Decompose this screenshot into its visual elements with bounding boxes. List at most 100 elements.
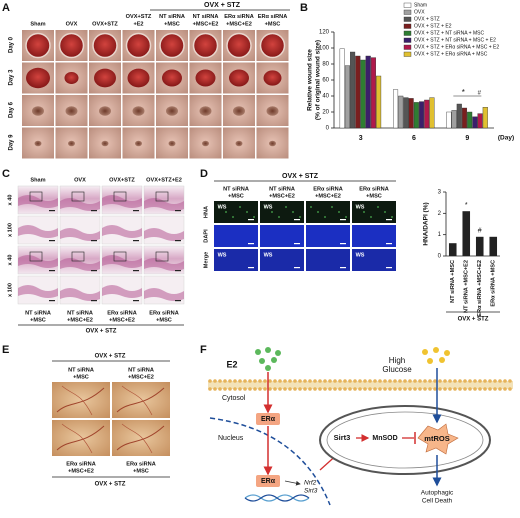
- scale-bar: [294, 267, 300, 269]
- annotation: *: [462, 88, 465, 97]
- column-label: NT siRNA: [128, 367, 154, 373]
- bar: [475, 236, 484, 256]
- legend-label: OVX + STZ + ERα siRNA + MSC: [414, 51, 488, 57]
- fluorescence-image: [352, 225, 396, 247]
- wound-ring: [58, 32, 85, 59]
- bar: [413, 102, 419, 129]
- column-label: OVX+STZ+E2: [146, 177, 182, 183]
- bar: [429, 97, 435, 129]
- lipid-head: [498, 387, 502, 391]
- hna-signal: [285, 206, 287, 208]
- lipid-head: [243, 387, 247, 391]
- lipid-head: [278, 379, 282, 383]
- lipid-head: [218, 387, 222, 391]
- wound: [162, 69, 182, 87]
- compartment-label: Cytosol: [222, 395, 246, 402]
- lipid-head: [318, 379, 322, 383]
- wound: [168, 140, 176, 147]
- bar: [456, 103, 462, 129]
- row-label: Day 9: [9, 134, 15, 151]
- bar: [467, 111, 473, 129]
- lipid-head: [263, 379, 267, 383]
- glucose-label: Glucose: [382, 365, 412, 374]
- fluorescence-image: [214, 201, 258, 223]
- wound-ring: [125, 32, 152, 59]
- lipid-head: [308, 379, 312, 383]
- fluorescence-image: [214, 225, 258, 247]
- bar: [472, 116, 478, 129]
- lipid-head: [258, 387, 262, 391]
- lipid-head: [348, 379, 352, 383]
- lipid-head: [408, 387, 412, 391]
- lipid-head: [273, 387, 277, 391]
- x-axis-label: (Day): [498, 135, 514, 142]
- y-tick-label: 80: [322, 62, 329, 68]
- lipid-head: [333, 379, 337, 383]
- lipid-head: [223, 387, 227, 391]
- lipid-head: [278, 387, 282, 391]
- lipid-head: [393, 387, 397, 391]
- lipid-head: [208, 387, 212, 391]
- blood-vessel: [121, 423, 153, 454]
- zoom-box: [155, 251, 169, 262]
- column-label: +MSC: [156, 317, 172, 323]
- fluorescence-image: [352, 249, 396, 271]
- column-label: +MSC: [228, 193, 244, 199]
- lipid-head: [428, 379, 432, 383]
- lipid-head: [353, 379, 357, 383]
- lipid-head: [508, 387, 512, 391]
- y-tick-label: 2: [438, 211, 442, 217]
- receptor-box: [256, 475, 280, 487]
- column-label: +MSC: [73, 374, 89, 380]
- lipid-head: [248, 379, 252, 383]
- lipid-head: [293, 387, 297, 391]
- lipid-head: [343, 379, 347, 383]
- hna-signal: [370, 216, 372, 218]
- hna-signal: [384, 211, 386, 213]
- lipid-head: [463, 387, 467, 391]
- tissue-layer: [18, 225, 58, 238]
- zoom-box: [29, 191, 43, 202]
- hna-signal: [271, 211, 273, 213]
- lipid-head: [248, 387, 252, 391]
- compartment-label: Nucleus: [218, 435, 244, 442]
- fluorescence-image: [260, 225, 304, 247]
- annotation: *: [465, 202, 468, 209]
- e2-molecule: [255, 349, 261, 355]
- lipid-head: [478, 379, 482, 383]
- row-label: x 100: [7, 223, 13, 237]
- wound-site-label: WS: [264, 252, 273, 258]
- wound-ring: [25, 32, 51, 59]
- y-tick-label: 20: [322, 110, 329, 116]
- blood-vessel: [61, 423, 93, 454]
- glucose-molecule: [444, 350, 450, 356]
- lipid-head: [378, 387, 382, 391]
- group-label: OVX + STZ: [204, 2, 241, 9]
- scale-bar: [248, 243, 254, 245]
- scale-bar: [133, 240, 139, 242]
- lipid-head: [458, 387, 462, 391]
- bar: [446, 111, 452, 129]
- column-label: ERα siRNA: [107, 310, 137, 316]
- lipid-head: [288, 379, 292, 383]
- blood-vessel: [56, 387, 105, 413]
- lipid-head: [368, 379, 372, 383]
- column-label: +E2: [133, 21, 143, 27]
- wound-site-label: WS: [356, 252, 365, 258]
- lipid-head: [308, 387, 312, 391]
- column-label: +MSC+E2: [315, 193, 341, 199]
- angiogenesis-photo: [112, 420, 170, 456]
- glucose-molecule: [422, 349, 428, 355]
- column-label: NT siRNA: [159, 14, 185, 20]
- bar: [482, 106, 488, 129]
- outcome-label: Autophagic: [421, 490, 454, 497]
- lipid-head: [313, 379, 317, 383]
- lipid-head: [388, 379, 392, 383]
- bar: [393, 89, 399, 129]
- column-label: +MSC+E2: [67, 317, 93, 323]
- wound: [65, 106, 78, 116]
- mitochondrion: [319, 405, 491, 475]
- lipid-head: [503, 387, 507, 391]
- hna-signal: [317, 211, 319, 213]
- column-label: +MSC+E2: [193, 21, 219, 27]
